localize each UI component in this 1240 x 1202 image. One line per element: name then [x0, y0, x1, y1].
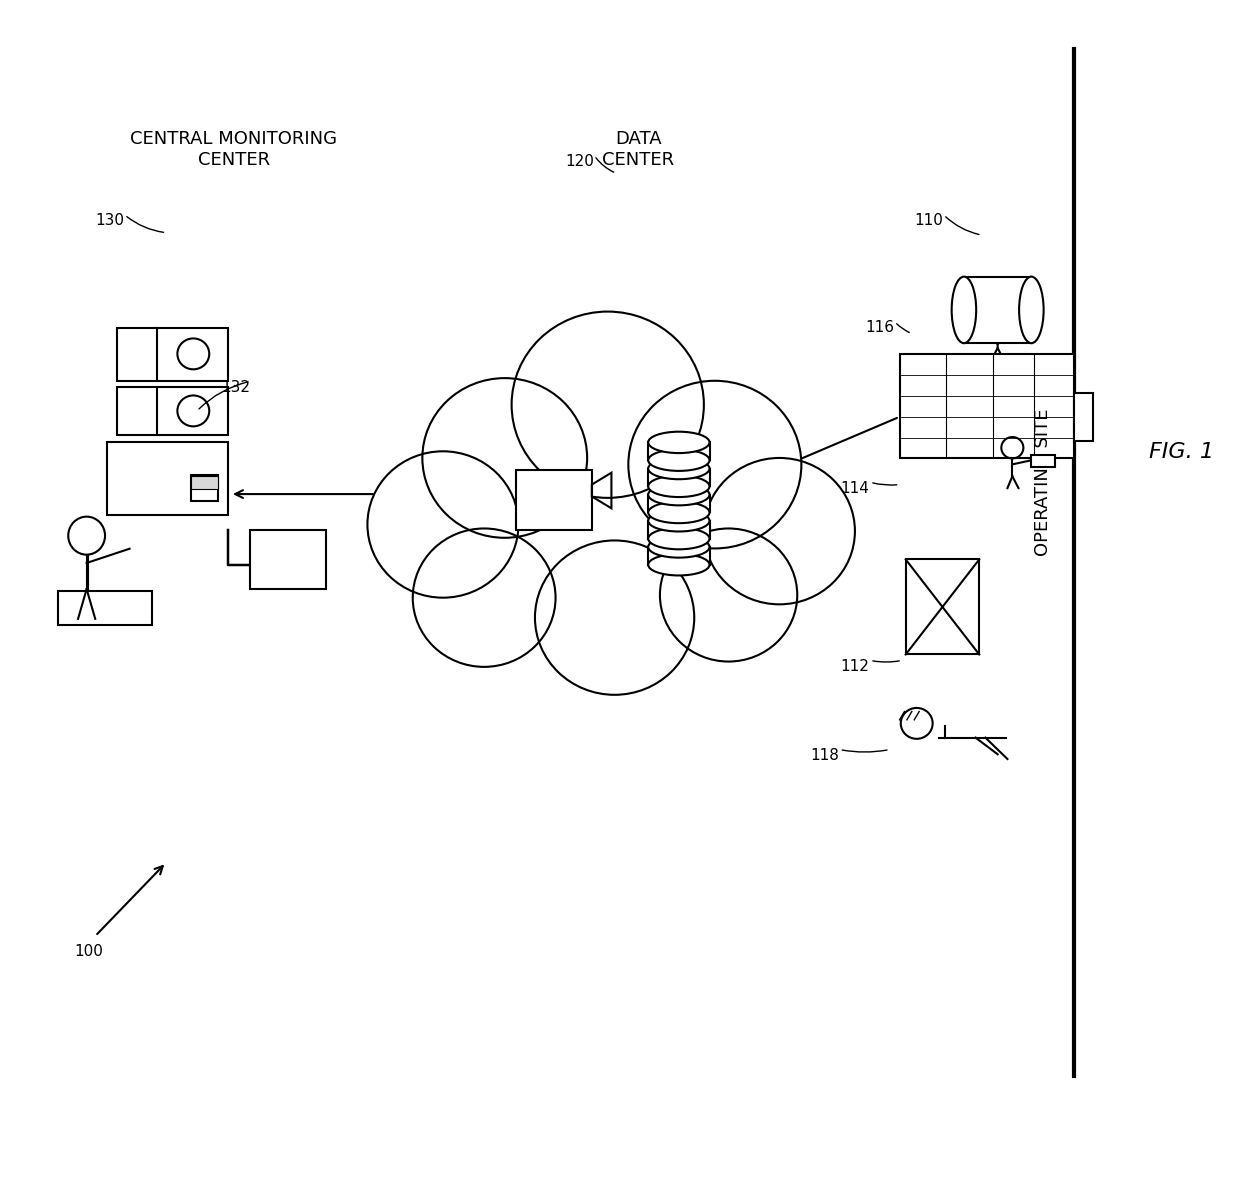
- Text: 122: 122: [487, 600, 516, 614]
- Bar: [649, 520, 709, 538]
- Ellipse shape: [649, 554, 709, 576]
- Ellipse shape: [649, 450, 709, 471]
- Bar: [108, 442, 228, 516]
- Circle shape: [423, 379, 588, 537]
- Ellipse shape: [1019, 276, 1044, 344]
- Bar: [963, 276, 1032, 344]
- Text: 100: 100: [74, 944, 103, 959]
- Bar: [118, 387, 228, 435]
- Bar: [249, 530, 326, 589]
- Circle shape: [512, 311, 704, 498]
- Text: 112: 112: [841, 659, 869, 674]
- Text: 132: 132: [222, 380, 250, 394]
- Ellipse shape: [649, 476, 709, 498]
- Circle shape: [413, 529, 556, 667]
- Text: 116: 116: [866, 320, 894, 335]
- Bar: [1030, 454, 1055, 466]
- Ellipse shape: [649, 501, 709, 523]
- Ellipse shape: [649, 484, 709, 505]
- Text: 118: 118: [810, 748, 839, 763]
- Ellipse shape: [68, 517, 105, 554]
- Bar: [58, 591, 151, 625]
- Text: 110: 110: [914, 213, 944, 228]
- Bar: [899, 353, 1074, 458]
- Text: FIG. 1: FIG. 1: [1149, 442, 1214, 463]
- Circle shape: [534, 541, 694, 695]
- Circle shape: [704, 458, 854, 605]
- Text: OPERATING SITE: OPERATING SITE: [1034, 409, 1052, 557]
- Ellipse shape: [649, 458, 709, 480]
- Ellipse shape: [649, 432, 709, 453]
- Text: CENTRAL MONITORING
CENTER: CENTRAL MONITORING CENTER: [130, 130, 337, 169]
- Bar: [118, 328, 228, 381]
- Bar: [1074, 393, 1094, 441]
- Bar: [649, 469, 709, 487]
- Bar: [191, 475, 218, 501]
- Text: 130: 130: [95, 213, 124, 228]
- Bar: [649, 547, 709, 565]
- Bar: [905, 559, 980, 654]
- Bar: [191, 476, 218, 489]
- Bar: [649, 495, 709, 512]
- Circle shape: [660, 529, 797, 661]
- Text: DATA
CENTER: DATA CENTER: [603, 130, 675, 169]
- Ellipse shape: [951, 276, 976, 344]
- Bar: [516, 470, 591, 530]
- Ellipse shape: [649, 528, 709, 549]
- Circle shape: [367, 451, 518, 597]
- Ellipse shape: [649, 510, 709, 531]
- Text: 114: 114: [841, 481, 869, 495]
- Ellipse shape: [649, 536, 709, 558]
- Text: 120: 120: [565, 154, 594, 169]
- Text: 124: 124: [487, 445, 516, 460]
- Circle shape: [629, 381, 801, 548]
- Bar: [649, 442, 709, 460]
